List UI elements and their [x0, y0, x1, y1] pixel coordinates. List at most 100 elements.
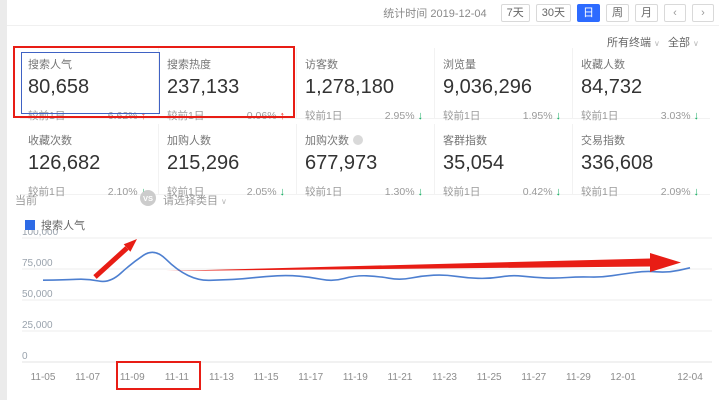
compare-target-select[interactable]: 请选择类目 ∨	[163, 192, 227, 208]
svg-text:11-29: 11-29	[566, 372, 591, 383]
svg-text:11-19: 11-19	[343, 372, 368, 383]
compare-period-label: 较前1日	[167, 110, 205, 122]
svg-text:12-04: 12-04	[677, 372, 703, 383]
compare-period-label: 较前1日	[443, 186, 481, 198]
compare-period-label: 较前1日	[581, 110, 619, 122]
next-period-button[interactable]: ›	[692, 3, 714, 22]
metric-value: 80,658	[28, 76, 90, 98]
metric-label: 搜索人气	[28, 59, 72, 71]
chevron-down-icon: ∨	[221, 197, 227, 206]
info-icon[interactable]	[353, 135, 363, 145]
arrow-down-icon: ↓	[279, 185, 286, 198]
change-percent: 0.42%	[522, 185, 553, 198]
metric-label: 访客数	[305, 59, 338, 71]
svg-text:11-09: 11-09	[120, 372, 145, 383]
metric-value: 9,036,296	[443, 76, 532, 98]
metric-card-加购人数[interactable]: 加购人数 215,296 较前1日 2.05% ↓	[158, 124, 296, 198]
change-percent: 1.30%	[384, 185, 415, 198]
stat-time-label: 统计时间	[383, 7, 428, 20]
svg-text:11-07: 11-07	[75, 372, 100, 383]
metric-card-搜索热度[interactable]: 搜索热度 237,133 较前1日 0.06% ↑	[158, 48, 296, 122]
metric-label: 浏览量	[443, 59, 476, 71]
terminal-filter-label: 所有终端	[607, 37, 651, 49]
metric-label: 收藏人数	[581, 59, 625, 71]
change-percent: 0.06%	[246, 109, 277, 122]
stat-time: 统计时间 2019-12-04	[383, 5, 486, 21]
prev-period-button[interactable]: ‹	[664, 3, 686, 22]
terminal-filter-dropdown[interactable]: 所有终端 ∨	[607, 34, 660, 50]
metric-value: 35,054	[443, 152, 505, 174]
metric-label: 搜索热度	[167, 59, 211, 71]
metric-value: 126,682	[28, 152, 101, 174]
svg-text:75,000: 75,000	[22, 258, 53, 269]
chevron-down-icon: ∨	[693, 39, 699, 48]
chart-y-tick-labels: 0 25,000 50,000 75,000 100,000	[22, 230, 59, 362]
range-button-7天[interactable]: 7天	[500, 3, 530, 22]
metric-value: 84,732	[581, 76, 643, 98]
metric-label: 加购人数	[167, 135, 211, 147]
spike-arrow-shaft	[93, 246, 129, 279]
left-edge-strip	[0, 0, 7, 400]
compare-period-label: 较前1日	[167, 186, 205, 198]
vs-icon: VS	[140, 190, 156, 206]
compare-bar: 当前 VS 请选择类目 ∨	[15, 190, 705, 208]
arrow-up-icon: ↑	[279, 109, 286, 122]
change-percent: 1.95%	[522, 109, 553, 122]
series-line-search-popularity	[42, 251, 691, 283]
chart-x-tick-labels: 11-05 11-07 11-09 11-11 11-13 11-15 11-17 11-19…	[31, 372, 704, 383]
metric-card-row-1: 搜索人气 80,658 较前1日 6.62% ↑ 搜索热度 237,133 较前1日 0.06…	[20, 48, 710, 122]
metric-label: 加购次数	[305, 135, 349, 147]
metric-value: 215,296	[167, 152, 240, 174]
change-percent: 2.09%	[660, 185, 691, 198]
svg-text:50,000: 50,000	[22, 289, 53, 300]
arrow-down-icon: ↓	[693, 109, 700, 122]
metric-value: 237,133	[167, 76, 240, 98]
svg-text:11-17: 11-17	[298, 372, 323, 383]
range-button-30天[interactable]: 30天	[535, 3, 571, 22]
svg-text:11-15: 11-15	[254, 372, 279, 383]
compare-period-label: 较前1日	[28, 110, 66, 122]
date-range-buttons: 7天 30天日周月	[500, 3, 658, 22]
compare-period-label: 较前1日	[28, 186, 66, 198]
range-button-日[interactable]: 日	[577, 3, 600, 22]
metric-card-客群指数[interactable]: 客群指数 35,054 较前1日 0.42% ↓	[434, 124, 572, 198]
metric-card-访客数[interactable]: 访客数 1,278,180 较前1日 2.95% ↓	[296, 48, 434, 122]
metric-card-交易指数[interactable]: 交易指数 336,608 较前1日 2.09% ↓	[572, 124, 710, 198]
compare-period-label: 较前1日	[443, 110, 481, 122]
scope-filter-dropdown[interactable]: 全部 ∨	[668, 34, 699, 50]
trend-arrow-head-icon	[650, 253, 681, 272]
compare-period-label: 较前1日	[305, 186, 343, 198]
range-button-周[interactable]: 周	[606, 3, 629, 22]
current-period-label: 当前	[15, 195, 37, 207]
change-percent: 3.03%	[660, 109, 691, 122]
change-percent: 2.05%	[246, 185, 277, 198]
metric-label: 交易指数	[581, 135, 625, 147]
metric-value: 1,278,180	[305, 76, 394, 98]
range-button-月[interactable]: 月	[635, 3, 658, 22]
legend-swatch-icon	[25, 220, 35, 230]
change-percent: 2.95%	[384, 109, 415, 122]
arrow-down-icon: ↓	[555, 109, 562, 122]
arrow-down-icon: ↓	[417, 109, 424, 122]
change-percent: 6.62%	[107, 109, 138, 122]
metric-card-收藏人数[interactable]: 收藏人数 84,732 较前1日 3.03% ↓	[572, 48, 710, 122]
compare-period-label: 较前1日	[581, 186, 619, 198]
metric-label: 客群指数	[443, 135, 487, 147]
annotation-arrows	[93, 239, 681, 279]
svg-text:11-13: 11-13	[209, 372, 234, 383]
compare-target-placeholder: 请选择类目	[163, 195, 218, 207]
chart-gridlines	[22, 237, 712, 363]
arrow-down-icon: ↓	[555, 185, 562, 198]
svg-text:0: 0	[22, 351, 28, 362]
svg-text:11-05: 11-05	[31, 372, 56, 383]
metric-card-加购次数[interactable]: 加购次数 677,973 较前1日 1.30% ↓	[296, 124, 434, 198]
arrow-down-icon: ↓	[693, 185, 700, 198]
metric-value: 677,973	[305, 152, 378, 174]
chart-legend[interactable]: 搜索人气	[25, 217, 85, 233]
svg-text:11-25: 11-25	[477, 372, 502, 383]
metric-card-搜索人气[interactable]: 搜索人气 80,658 较前1日 6.62% ↑	[20, 48, 158, 122]
metric-card-浏览量[interactable]: 浏览量 9,036,296 较前1日 1.95% ↓	[434, 48, 572, 122]
